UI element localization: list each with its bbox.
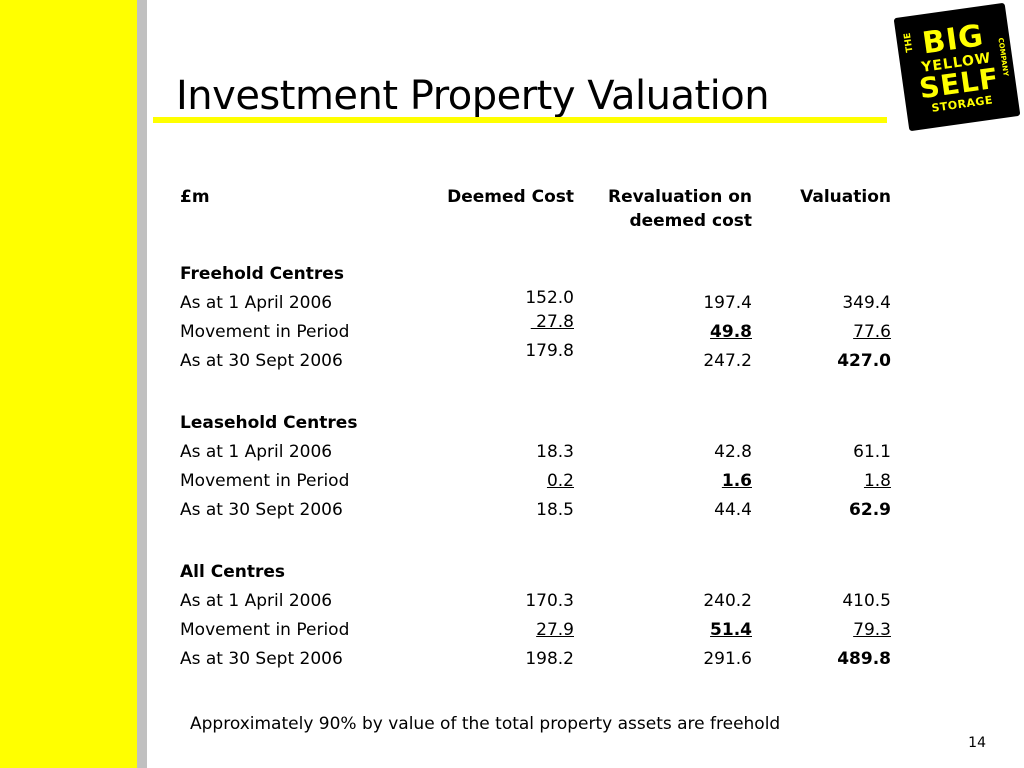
all-valuation-closing: 489.8 — [837, 649, 891, 669]
title-underline — [153, 117, 887, 123]
all-revaluation-movement: 51.4 — [710, 620, 752, 640]
header-currency: £m — [180, 187, 210, 207]
row-label: Movement in Period — [180, 471, 350, 491]
footnote: Approximately 90% by value of the total … — [190, 714, 781, 734]
logo-the-text: THE — [902, 31, 916, 54]
leasehold-revaluation-opening: 42.8 — [714, 442, 752, 462]
freehold-valuation-movement: 77.6 — [853, 322, 891, 342]
freehold-revaluation-opening: 197.4 — [703, 293, 752, 313]
row-label: As at 1 April 2006 — [180, 591, 333, 611]
leasehold-deemed-cost-closing: 18.5 — [536, 500, 574, 520]
header-revaluation-line1: Revaluation on — [607, 187, 752, 207]
left-grey-band — [137, 0, 147, 768]
row-label: As at 30 Sept 2006 — [180, 351, 343, 371]
page-number: 14 — [968, 735, 986, 751]
freehold-revaluation-movement: 49.8 — [710, 322, 752, 342]
section-title-all: All Centres — [180, 562, 285, 582]
section-title-leasehold: Leasehold Centres — [180, 413, 358, 433]
leasehold-deemed-cost-opening: 18.3 — [536, 442, 574, 462]
page-title: Investment Property Valuation — [176, 73, 770, 119]
section-title-freehold: Freehold Centres — [180, 264, 344, 284]
leasehold-valuation-opening: 61.1 — [853, 442, 891, 462]
freehold-deemed-cost-movement: 27.8 — [530, 312, 574, 332]
leasehold-revaluation-closing: 44.4 — [714, 500, 752, 520]
row-label: As at 30 Sept 2006 — [180, 500, 343, 520]
header-deemed-cost: Deemed Cost — [447, 187, 574, 207]
row-label: As at 30 Sept 2006 — [180, 649, 343, 669]
all-deemed-cost-opening: 170.3 — [525, 591, 574, 611]
header-valuation: Valuation — [800, 187, 891, 207]
row-label: As at 1 April 2006 — [180, 293, 333, 313]
row-label: Movement in Period — [180, 620, 350, 640]
leasehold-valuation-closing: 62.9 — [849, 500, 891, 520]
freehold-revaluation-closing: 247.2 — [703, 351, 752, 371]
freehold-deemed-cost-closing: 179.8 — [525, 341, 574, 361]
all-valuation-movement: 79.3 — [853, 620, 891, 640]
header-revaluation-line2: deemed cost — [629, 211, 752, 231]
left-yellow-band — [0, 0, 137, 768]
freehold-deemed-cost-opening: 152.0 — [525, 288, 574, 308]
all-revaluation-closing: 291.6 — [703, 649, 752, 669]
freehold-valuation-closing: 427.0 — [837, 351, 891, 371]
freehold-valuation-opening: 349.4 — [842, 293, 891, 313]
leasehold-deemed-cost-movement: 0.2 — [546, 471, 574, 491]
all-deemed-cost-closing: 198.2 — [525, 649, 574, 669]
logo-company-text: COMPANY — [996, 37, 1010, 77]
row-label: Movement in Period — [180, 322, 350, 342]
leasehold-revaluation-movement: 1.6 — [721, 471, 752, 491]
big-yellow-logo: THE COMPANY BIG YELLOW SELF STORAGE — [893, 2, 1021, 132]
row-label: As at 1 April 2006 — [180, 442, 333, 462]
all-deemed-cost-movement: 27.9 — [536, 620, 574, 640]
all-revaluation-opening: 240.2 — [703, 591, 752, 611]
all-valuation-opening: 410.5 — [842, 591, 891, 611]
leasehold-valuation-movement: 1.8 — [863, 471, 891, 491]
